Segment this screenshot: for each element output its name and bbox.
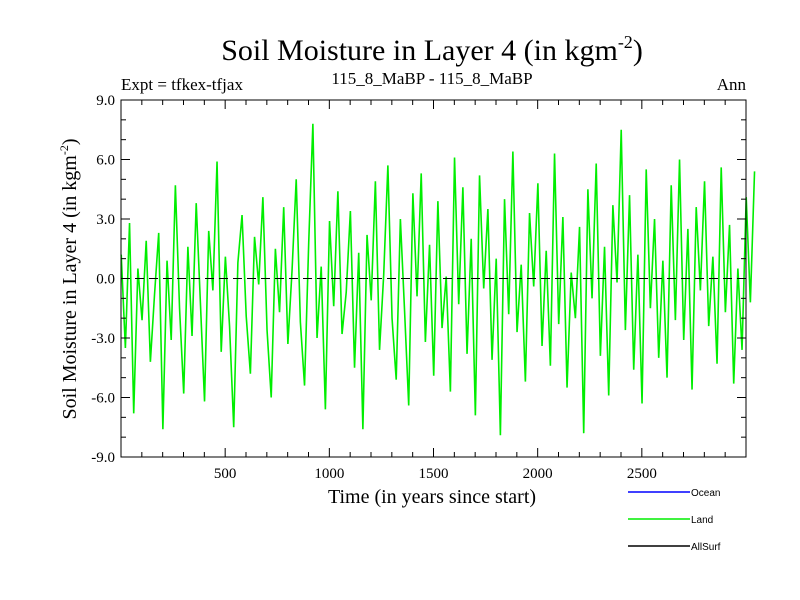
chart-title: Soil Moisture in Layer 4 (in kgm-2) (221, 32, 643, 67)
subtitle-center: 115_8_MaBP - 115_8_MaBP (331, 69, 532, 88)
x-tick-label: 2500 (627, 466, 657, 482)
legend-label-allsurf: AllSurf (691, 542, 721, 553)
y-axis-label-close: ) (59, 138, 81, 145)
axis-layer: -9.0 -6.0 -3.0 0.0 3.0 6.0 9.0 500 1000 1500 2000 2… (91, 93, 746, 482)
y-axis-label-main: Soil Moisture in Layer 4 (in kgm (59, 155, 81, 420)
x-tick-label: 2000 (523, 466, 553, 482)
legend-label-ocean: Ocean (691, 488, 720, 499)
subtitle-left: Expt = tfkex-tfjax (121, 75, 243, 94)
chart-title-main: Soil Moisture in Layer 4 (in kgm (221, 34, 618, 67)
y-tick-label: 0.0 (96, 272, 115, 288)
y-tick-label: -9.0 (91, 450, 115, 466)
legend-label-land: Land (691, 515, 713, 526)
y-tick-label: 9.0 (96, 93, 115, 109)
chart-title-superscript: -2 (618, 32, 633, 52)
y-tick-label: -6.0 (91, 391, 115, 407)
x-axis-label: Time (in years since start) (328, 486, 536, 508)
y-tick-label: -3.0 (91, 331, 115, 347)
x-tick-label: 500 (214, 466, 237, 482)
legend: Ocean Land AllSurf (628, 488, 721, 553)
series-line-land (120, 123, 756, 436)
y-axis-label-superscript: -2 (57, 145, 71, 155)
subtitle-right: Ann (717, 75, 747, 94)
x-tick-label: 1000 (314, 466, 344, 482)
chart-title-close: ) (633, 34, 643, 67)
x-tick-label: 1500 (419, 466, 449, 482)
plot-layer (120, 123, 756, 436)
y-tick-label: 3.0 (96, 212, 115, 228)
y-axis-label: Soil Moisture in Layer 4 (in kgm-2) (57, 138, 81, 419)
y-tick-label: 6.0 (96, 153, 115, 169)
